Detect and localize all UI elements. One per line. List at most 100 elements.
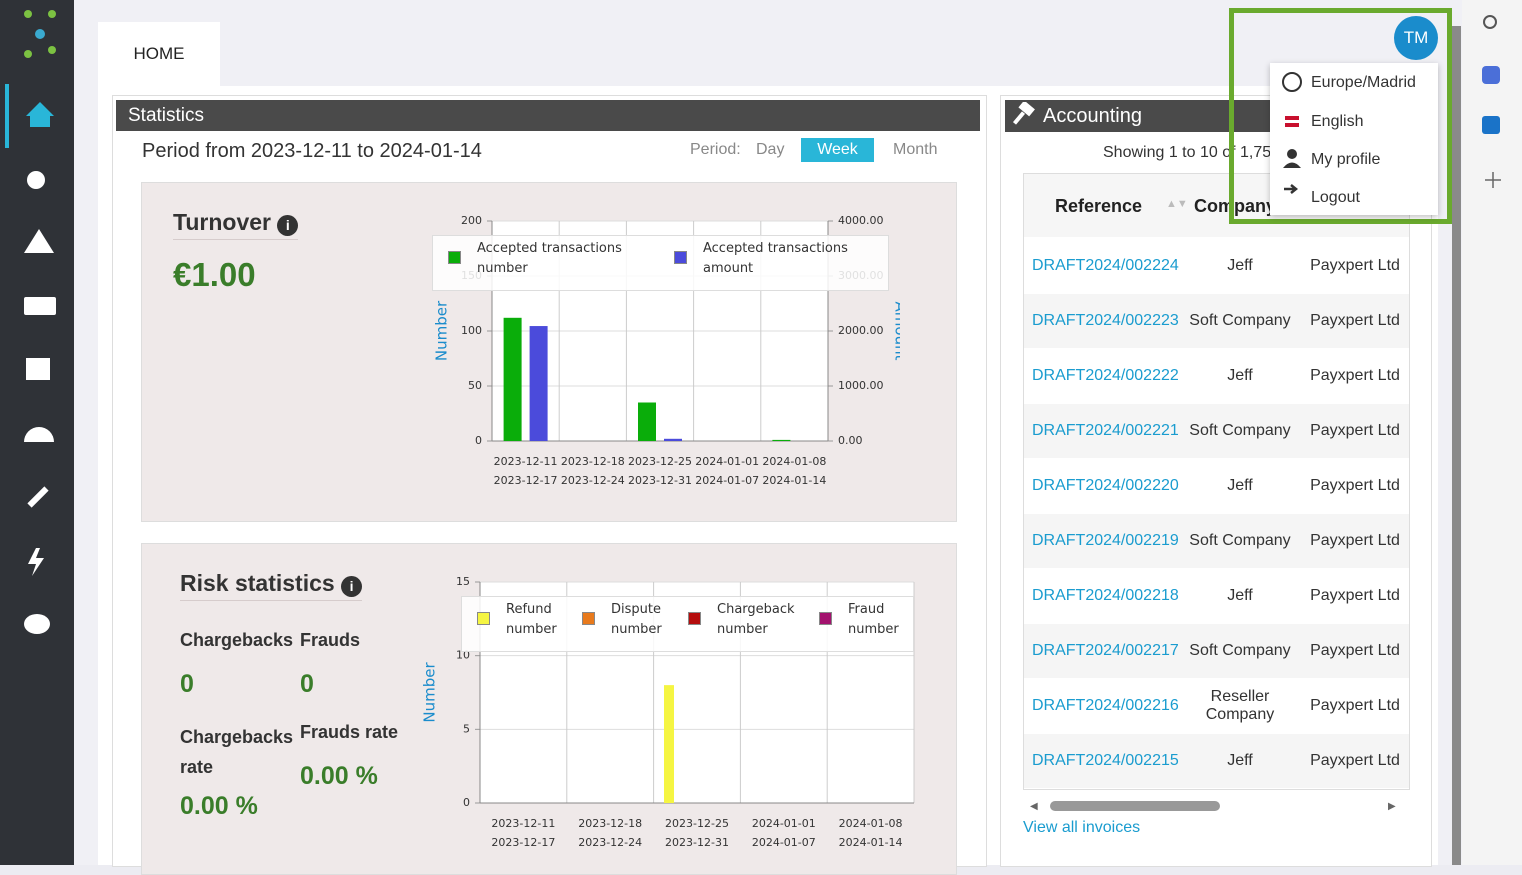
invoice-link[interactable]: DRAFT2024/002220: [1032, 477, 1179, 494]
period-button-active[interactable]: Week: [801, 138, 874, 162]
x-tick-label: 2024-01-14: [839, 836, 903, 849]
invoice-link[interactable]: DRAFT2024/002218: [1032, 587, 1179, 604]
home-icon[interactable]: [26, 102, 54, 127]
money-icon[interactable]: [24, 297, 56, 315]
chart: 0501001502000.001000.002000.003000.00400…: [433, 214, 901, 487]
x-tick-label: 2023-12-11: [494, 455, 558, 468]
card-title-text: Turnover: [173, 209, 271, 235]
x-tick-label: 2024-01-08: [762, 455, 826, 468]
alert-icon[interactable]: [24, 229, 54, 253]
sidebar-icons: [5, 10, 56, 634]
table-row: DRAFT2024/002217 Soft Company Payxpert Ltd: [1024, 624, 1409, 678]
column-header[interactable]: Reference: [1055, 196, 1143, 216]
cell: Jeff: [1227, 587, 1253, 604]
cell: Reseller Company: [1205, 688, 1275, 723]
cell: Jeff: [1227, 752, 1253, 769]
invoice-link[interactable]: DRAFT2024/002219: [1032, 532, 1179, 549]
bar: [664, 685, 674, 803]
menu-item[interactable]: Logout: [1311, 189, 1360, 206]
invoice-link[interactable]: DRAFT2024/002216: [1032, 697, 1179, 714]
legend-swatch: [477, 612, 490, 625]
y2-axis-label: Amount: [892, 302, 901, 361]
cell: Payxpert Ltd: [1310, 477, 1400, 494]
table: Reference ▲▼ Company DRAFT2024/002224 Jef…: [1023, 173, 1410, 790]
tab[interactable]: HOME: [98, 22, 220, 86]
sidebar: [0, 0, 74, 865]
sort-icon[interactable]: ▲▼: [1166, 198, 1188, 210]
y2-tick-label: 4000.00: [838, 214, 884, 227]
bar: [529, 326, 548, 441]
cell: Soft Company: [1189, 642, 1291, 659]
chat-icon[interactable]: [24, 614, 50, 634]
legend-label: Fraud number: [848, 602, 899, 637]
cell: Jeff: [1227, 477, 1253, 494]
avatar[interactable]: TM: [1394, 16, 1438, 60]
invoice-link[interactable]: DRAFT2024/002223: [1032, 312, 1179, 329]
y-tick-label: 0: [463, 796, 470, 809]
legend-swatch: [448, 251, 461, 264]
x-tick-label: 2023-12-24: [578, 836, 642, 849]
x-tick-label: 2023-12-11: [491, 817, 555, 830]
legend: Refund number Dispute number Chargeback nu…: [461, 596, 914, 652]
menu-icons: [1282, 72, 1302, 194]
bar: [772, 439, 791, 441]
legend-label: Chargeback number: [717, 602, 795, 637]
table-row: DRAFT2024/002216 Reseller Company Payxpert…: [1024, 679, 1409, 733]
menu-item[interactable]: Europe/Madrid: [1311, 74, 1416, 91]
invoice-link[interactable]: DRAFT2024/002215: [1032, 752, 1179, 769]
x-tick-label: 2023-12-18: [578, 817, 642, 830]
invoice-link[interactable]: DRAFT2024/002224: [1032, 257, 1179, 274]
link[interactable]: View all invoices: [1023, 819, 1141, 836]
y2-tick-label: 0.00: [838, 434, 863, 447]
x-tick-label: 2023-12-31: [665, 836, 729, 849]
x-tick-label: 2023-12-25: [628, 455, 692, 468]
info-icon[interactable]: i: [277, 215, 299, 236]
cell: Payxpert Ltd: [1310, 697, 1400, 714]
x-tick-label: 2024-01-01: [752, 817, 816, 830]
x-tick-label: 2024-01-01: [695, 455, 759, 468]
legend-label: Dispute number: [611, 602, 662, 637]
turnover-value: €1.00: [173, 256, 256, 293]
menu-item[interactable]: My profile: [1311, 151, 1381, 168]
invoice-link[interactable]: DRAFT2024/002217: [1032, 642, 1179, 659]
cell: Soft Company: [1189, 422, 1291, 439]
y-tick-label: 50: [468, 379, 482, 392]
period-label: Period:: [690, 141, 741, 158]
x-tick-label: 2023-12-18: [561, 455, 625, 468]
y-axis-label: Number: [421, 662, 439, 723]
menu-item[interactable]: English: [1311, 113, 1364, 130]
tools-icon[interactable]: [27, 486, 49, 508]
x-tick-label: 2023-12-31: [628, 474, 692, 487]
cell: Payxpert Ltd: [1310, 312, 1400, 329]
legend-swatch: [688, 612, 701, 625]
table-row: DRAFT2024/002224 Jeff Payxpert Ltd: [1024, 239, 1409, 293]
cell: Soft Company: [1189, 312, 1291, 329]
horizontal-scrollbar[interactable]: ◀ ▶: [1030, 801, 1396, 812]
card-title: Turnover i: [173, 209, 299, 240]
period-text: Period from 2023-12-11 to 2024-01-14: [142, 140, 482, 162]
flash-icon[interactable]: [28, 548, 44, 576]
x-tick-label: 2024-01-14: [762, 474, 826, 487]
info-icon[interactable]: i: [341, 576, 363, 597]
stat-label: Frauds: [300, 630, 361, 650]
report-icon[interactable]: [26, 358, 50, 380]
stat-value: 0: [180, 670, 194, 698]
legend-swatch: [674, 251, 687, 264]
y-tick-label: 0: [475, 434, 482, 447]
invoice-link[interactable]: DRAFT2024/002221: [1032, 422, 1179, 439]
settings-icon[interactable]: [27, 171, 45, 189]
card-title-text: Risk statistics: [180, 570, 335, 596]
y-tick-label: 200: [461, 214, 482, 227]
dropdown-menu: Europe/Madrid English My profile Logout: [1270, 63, 1438, 215]
logo: [24, 10, 56, 58]
x-tick-label: 2023-12-24: [561, 474, 625, 487]
period-button[interactable]: Day: [756, 141, 785, 158]
bar: [664, 438, 682, 441]
stat-value: 0: [300, 670, 314, 698]
column-header[interactable]: Company: [1194, 196, 1277, 216]
scrollbar[interactable]: [1452, 26, 1461, 865]
period-button[interactable]: Month: [893, 141, 938, 158]
invoice-link[interactable]: DRAFT2024/002222: [1032, 367, 1179, 384]
dashboard-icon[interactable]: [24, 427, 54, 442]
